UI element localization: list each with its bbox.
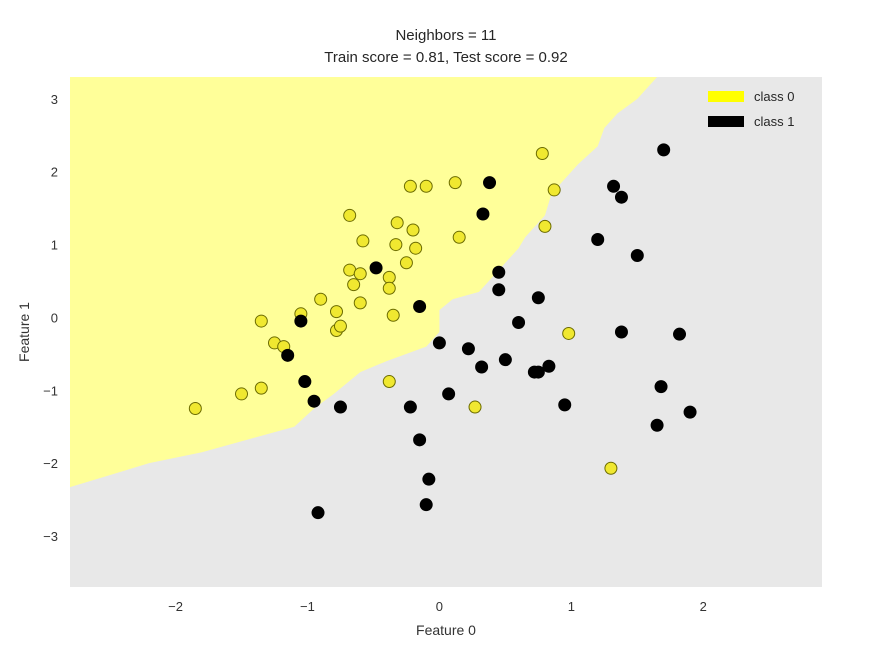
legend-label-class-0: class 0 (754, 89, 794, 104)
class-1-point-1 (294, 314, 308, 328)
x-axis-label: Feature 0 (416, 622, 476, 638)
data-points (188, 143, 697, 520)
class-1-point-19 (492, 265, 506, 279)
class-0-point-26 (403, 179, 417, 193)
class-0-point-23 (399, 256, 413, 270)
class-1-point-26 (542, 359, 556, 373)
class-1-point-10 (413, 433, 427, 447)
y-tick-label: 3 (51, 92, 58, 107)
class-1-point-7 (369, 261, 383, 275)
class-1-point-16 (475, 360, 489, 374)
class-0-point-25 (409, 241, 423, 255)
class-0-point-9 (329, 305, 343, 319)
axis-ticks: −2 −1 0 1 2 −3 −2 −1 0 1 2 3 (43, 92, 707, 614)
class-0-point-21 (389, 238, 403, 252)
class-1-point-35 (650, 418, 664, 432)
class-1-point-12 (419, 498, 433, 512)
class-1-point-15 (461, 342, 475, 356)
x-tick-label: 2 (700, 599, 707, 614)
y-tick-label: −2 (43, 456, 58, 471)
class-0-point-30 (452, 230, 466, 244)
class-0-point-8 (314, 292, 328, 306)
class-1-point-21 (498, 353, 512, 367)
class-0-decision-region (70, 77, 658, 488)
class-1-point-17 (476, 207, 490, 221)
class-1-point-20 (492, 283, 506, 297)
y-tick-label: −1 (43, 383, 58, 398)
class-0-point-11 (333, 319, 347, 333)
class-0-point-24 (406, 223, 420, 237)
chart-subtitle: Train score = 0.81, Test score = 0.92 (324, 49, 567, 66)
class-1-point-5 (333, 400, 347, 414)
class-0-point-31 (468, 400, 482, 414)
class-0-point-29 (448, 176, 462, 190)
class-1-point-6 (311, 506, 325, 520)
class-0-point-4 (254, 314, 268, 328)
class-0-point-14 (347, 278, 361, 292)
legend: class 0 class 1 (708, 89, 794, 129)
class-1-point-11 (422, 472, 436, 486)
x-tick-label: 1 (568, 599, 575, 614)
class-0-point-17 (356, 234, 370, 248)
y-tick-label: 2 (51, 165, 58, 180)
y-tick-label: 0 (51, 310, 58, 325)
legend-swatch-class-1 (708, 116, 744, 127)
class-1-point-37 (683, 405, 697, 419)
class-1-point-28 (591, 232, 605, 246)
class-1-point-33 (657, 143, 671, 157)
class-0-point-15 (353, 267, 367, 281)
class-0-point-34 (547, 183, 561, 197)
y-tick-label: 1 (51, 238, 58, 253)
class-1-point-27 (558, 398, 572, 412)
class-1-point-22 (512, 316, 526, 330)
y-tick-label: −3 (43, 529, 58, 544)
class-0-point-36 (604, 461, 618, 475)
class-0-point-32 (535, 147, 549, 160)
class-1-point-34 (654, 380, 668, 394)
legend-swatch-class-0 (708, 91, 744, 102)
class-1-point-14 (442, 387, 456, 401)
x-tick-label: −1 (300, 599, 315, 614)
class-0-point-2 (235, 387, 249, 401)
class-0-point-1 (188, 402, 202, 415)
class-1-point-32 (630, 249, 644, 262)
class-1-point-3 (298, 375, 312, 389)
class-1-point-30 (614, 190, 628, 204)
legend-label-class-1: class 1 (754, 114, 794, 129)
class-0-point-3 (254, 381, 268, 395)
class-1-point-36 (673, 327, 687, 341)
class-0-point-33 (538, 219, 552, 233)
class-1-point-31 (614, 325, 628, 339)
class-0-point-16 (353, 296, 367, 310)
class-0-point-27 (419, 179, 433, 193)
class-1-point-9 (403, 400, 417, 414)
class-0-point-22 (390, 216, 404, 230)
class-0-point-18 (382, 270, 396, 284)
y-axis-label: Feature 1 (16, 302, 32, 362)
class-1-point-24 (531, 365, 545, 379)
x-tick-label: −2 (168, 599, 183, 614)
class-0-point-28 (382, 375, 396, 389)
class-0-point-19 (382, 281, 396, 295)
chart-title: Neighbors = 11 (395, 27, 496, 44)
class-1-point-29 (607, 179, 621, 193)
class-1-point-8 (413, 300, 427, 313)
class-0-point-20 (386, 308, 400, 322)
class-1-point-13 (432, 336, 446, 350)
class-0-point-35 (562, 326, 576, 340)
class-1-point-25 (531, 291, 545, 305)
class-1-point-18 (483, 176, 497, 190)
x-tick-label: 0 (436, 599, 443, 614)
class-1-point-4 (307, 394, 321, 408)
class-1-point-2 (281, 348, 295, 362)
class-0-point-12 (343, 208, 357, 222)
